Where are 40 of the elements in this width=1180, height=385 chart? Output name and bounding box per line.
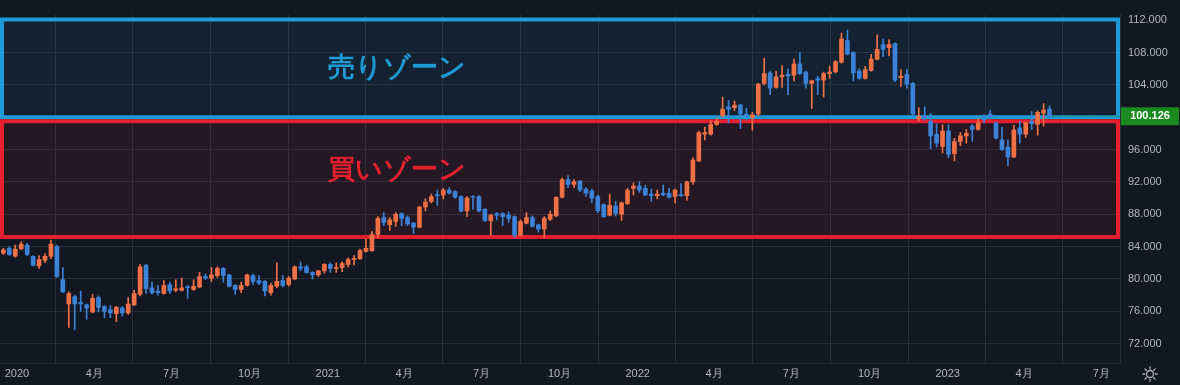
x-tick-label: 7月 <box>1092 366 1110 379</box>
x-tick-label: 4月 <box>705 366 723 379</box>
y-tick-label: 80.000 <box>1128 271 1162 284</box>
candlestick <box>963 129 969 144</box>
y-tick-label: 72.000 <box>1128 336 1162 349</box>
band-label: 売りゾーン <box>328 51 466 83</box>
candlestick <box>809 79 815 109</box>
x-tick-label: 2022 <box>625 366 650 379</box>
x-tick-label: 4月 <box>395 366 413 379</box>
y-tick-label: 92.000 <box>1128 174 1162 187</box>
y-tick-label: 104.000 <box>1128 77 1168 90</box>
y-tick-label: 112.000 <box>1128 13 1167 26</box>
x-tick-label: 10月 <box>547 366 572 379</box>
x-tick-label: 7月 <box>782 366 800 379</box>
y-tick-label: 88.000 <box>1128 207 1162 220</box>
x-tick-label: 2023 <box>935 366 960 379</box>
y-tick-label: 108.000 <box>1128 45 1168 58</box>
annotation: 100.126 <box>1130 109 1170 122</box>
candlestick <box>470 195 476 210</box>
x-tick-label: 7月 <box>472 366 491 379</box>
x-tick-label: 4月 <box>85 366 103 379</box>
candlestick <box>1029 111 1035 130</box>
candlestick <box>750 112 755 131</box>
candlestick <box>969 124 975 142</box>
y-tick-label: 76.000 <box>1128 304 1162 317</box>
candlestick <box>916 107 922 122</box>
x-tick-label: 4月 <box>1015 366 1033 379</box>
x-tick-label: 10月 <box>857 366 882 379</box>
band-label: 買いゾーン <box>328 153 466 185</box>
y-tick-label: 84.000 <box>1128 239 1162 252</box>
candlestick <box>351 255 357 266</box>
candlestick <box>434 189 440 206</box>
x-tick-label: 7月 <box>162 366 181 379</box>
x-tick-label: 2021 <box>315 366 341 379</box>
y-tick-label: 96.000 <box>1128 142 1162 155</box>
x-tick-label: 10月 <box>238 366 262 379</box>
candlestick <box>815 75 821 95</box>
x-tick-label: 2020 <box>4 366 30 379</box>
candlestick <box>922 106 928 121</box>
candlestick <box>678 183 684 197</box>
